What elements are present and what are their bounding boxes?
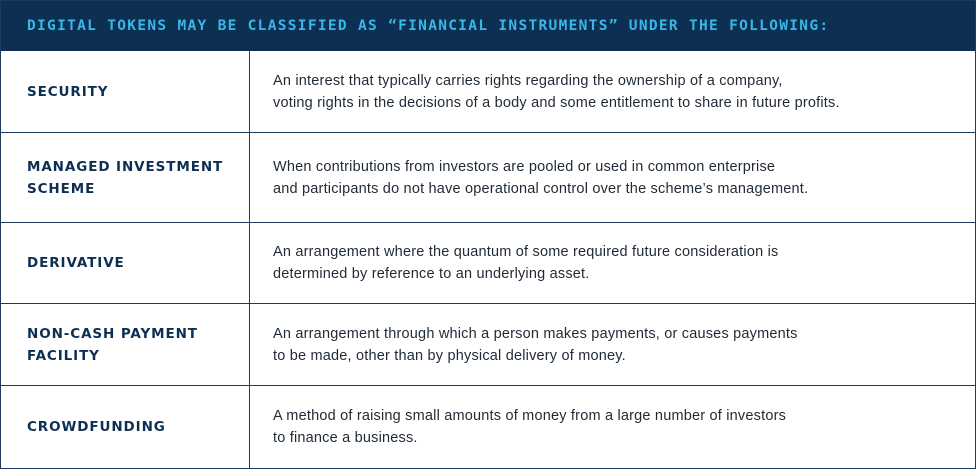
table-row: NON-CASH PAYMENT FACILITY An arrangement… [1,303,975,385]
definition-line: to finance a business. [273,430,418,446]
table-row: DERIVATIVE An arrangement where the quan… [1,222,975,303]
definition-cell: An arrangement through which a person ma… [250,304,975,385]
definition-text: A method of raising small amounts of mon… [273,405,786,449]
definition-line: An arrangement through which a person ma… [273,325,798,342]
definition-line: When contributions from investors are po… [273,158,776,175]
table-row: CROWDFUNDING A method of raising small a… [1,385,975,468]
definition-cell: A method of raising small amounts of mon… [250,386,975,468]
term-cell: SECURITY [1,51,250,132]
definition-text: When contributions from investors are po… [273,156,808,200]
term-line: SCHEME [27,180,96,197]
term-label: NON-CASH PAYMENT FACILITY [27,323,198,367]
definition-line: to be made, other than by physical deliv… [273,347,626,364]
definition-cell: An interest that typically carries right… [250,51,975,132]
table-row: SECURITY An interest that typically carr… [1,51,975,132]
term-label: DERIVATIVE [27,252,125,274]
term-line: NON-CASH PAYMENT [27,325,198,342]
table-header: DIGITAL TOKENS MAY BE CLASSIFIED AS “FIN… [1,1,975,51]
definition-cell: An arrangement where the quantum of some… [250,223,975,303]
term-label: SECURITY [27,81,108,103]
definition-text: An arrangement where the quantum of some… [273,241,778,285]
term-cell: NON-CASH PAYMENT FACILITY [1,304,250,385]
definition-line: determined by reference to an underlying… [273,266,590,282]
definition-line: A method of raising small amounts of mon… [273,408,787,424]
definition-line: An arrangement where the quantum of some… [273,244,779,260]
term-line: SECURITY [27,83,109,100]
definition-text: An arrangement through which a person ma… [273,323,798,367]
table-row: MANAGED INVESTMENT SCHEME When contribut… [1,132,975,222]
term-cell: DERIVATIVE [1,223,250,303]
term-line: CROWDFUNDING [27,419,166,435]
definition-line: voting rights in the decisions of a body… [273,94,840,111]
definition-line: An interest that typically carries right… [273,72,783,89]
term-label: CROWDFUNDING [27,416,166,438]
term-cell: CROWDFUNDING [1,386,250,468]
term-line: FACILITY [27,347,100,364]
definition-text: An interest that typically carries right… [273,70,840,114]
term-line: MANAGED INVESTMENT [27,158,224,175]
term-line: DERIVATIVE [27,255,125,271]
definition-line: and participants do not have operational… [273,180,809,197]
term-cell: MANAGED INVESTMENT SCHEME [1,133,250,222]
term-label: MANAGED INVESTMENT SCHEME [27,156,223,200]
table-title: DIGITAL TOKENS MAY BE CLASSIFIED AS “FIN… [27,18,830,34]
table-body: SECURITY An interest that typically carr… [1,51,975,468]
definition-cell: When contributions from investors are po… [250,133,975,222]
